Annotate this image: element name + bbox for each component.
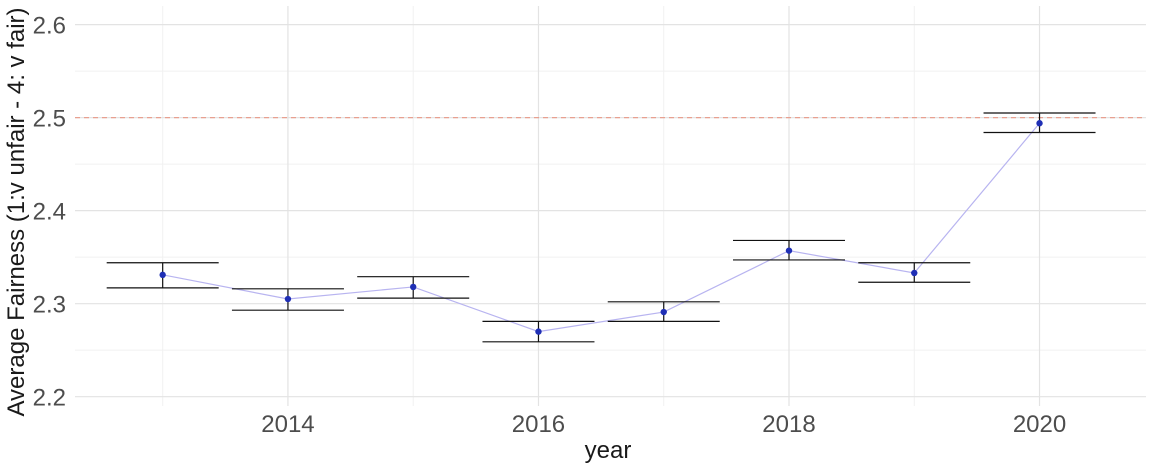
data-point	[785, 247, 793, 254]
data-point	[660, 308, 667, 316]
x-tick-label: 2016	[512, 411, 565, 438]
series-line-layer	[162, 122, 1040, 333]
data-point	[535, 328, 542, 335]
y-tick-label: 2.3	[33, 292, 66, 319]
data-point-layer	[159, 120, 1043, 335]
data-point	[410, 283, 417, 291]
x-tick-label: 2014	[261, 411, 314, 438]
data-point	[911, 269, 918, 277]
y-tick-labels: 2.2 2.3 2.4 2.5 2.6	[33, 13, 66, 412]
series-line	[162, 122, 1040, 333]
grid	[75, 6, 1146, 406]
x-axis-label: year	[585, 437, 632, 464]
y-tick-label: 2.2	[33, 385, 66, 412]
x-tick-label: 2018	[762, 411, 815, 438]
data-point	[1036, 120, 1043, 127]
data-point	[284, 295, 292, 303]
x-tick-labels: 2014 2016 2018 2020	[261, 411, 1066, 438]
y-axis-label: Average Fairness (1:v unfair - 4: v fair…	[3, 7, 30, 416]
error-bar-layer	[106, 112, 1096, 343]
y-tick-label: 2.4	[33, 199, 66, 226]
data-point	[159, 271, 166, 279]
x-tick-label: 2020	[1013, 411, 1066, 438]
y-tick-label: 2.5	[33, 106, 66, 133]
y-tick-label: 2.6	[33, 13, 66, 40]
